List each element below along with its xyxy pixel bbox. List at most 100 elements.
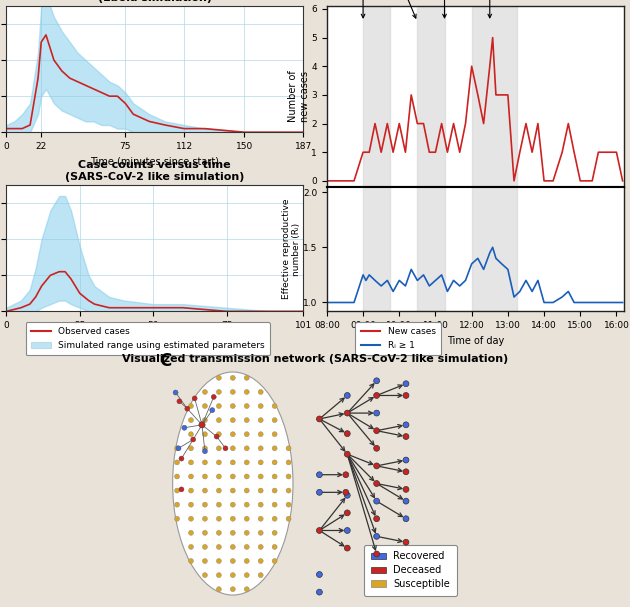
Circle shape [192, 396, 197, 401]
Circle shape [258, 418, 263, 422]
Circle shape [202, 474, 207, 479]
Circle shape [345, 410, 350, 416]
Circle shape [216, 460, 221, 465]
Circle shape [216, 474, 221, 479]
Circle shape [374, 378, 379, 384]
Circle shape [403, 433, 409, 439]
Circle shape [286, 460, 291, 465]
X-axis label: Time (minutes since start): Time (minutes since start) [90, 157, 219, 166]
Circle shape [244, 446, 249, 451]
Circle shape [231, 488, 236, 493]
Circle shape [403, 516, 409, 521]
Circle shape [231, 544, 236, 549]
Circle shape [216, 516, 221, 521]
Circle shape [202, 572, 207, 578]
Circle shape [374, 498, 379, 504]
Circle shape [258, 531, 263, 535]
Circle shape [244, 572, 249, 578]
Circle shape [244, 460, 249, 465]
Circle shape [202, 404, 207, 409]
Bar [472, 6, 517, 186]
Circle shape [244, 474, 249, 479]
Circle shape [286, 474, 291, 479]
Circle shape [231, 446, 236, 451]
Circle shape [216, 558, 221, 563]
Circle shape [343, 489, 349, 495]
Bar [417, 186, 445, 311]
Circle shape [272, 432, 277, 436]
Circle shape [173, 390, 178, 395]
Circle shape [231, 502, 236, 507]
Circle shape [188, 404, 193, 409]
Circle shape [286, 488, 291, 493]
Circle shape [374, 410, 379, 416]
Circle shape [188, 446, 193, 451]
Circle shape [244, 418, 249, 422]
Circle shape [202, 449, 207, 453]
Legend: Recovered, Deceased, Susceptible: Recovered, Deceased, Susceptible [364, 544, 457, 596]
Circle shape [272, 404, 277, 409]
Circle shape [179, 456, 184, 461]
Circle shape [216, 587, 221, 592]
Circle shape [286, 446, 291, 451]
Circle shape [286, 516, 291, 521]
Circle shape [214, 434, 219, 439]
Circle shape [191, 437, 196, 442]
Circle shape [258, 516, 263, 521]
Circle shape [403, 498, 409, 504]
Circle shape [272, 474, 277, 479]
Circle shape [258, 488, 263, 493]
Circle shape [244, 587, 249, 592]
Circle shape [374, 393, 379, 398]
Text: Presentation: Presentation [335, 0, 392, 18]
Circle shape [202, 460, 207, 465]
Circle shape [202, 531, 207, 535]
Circle shape [216, 572, 221, 578]
Y-axis label: Number of
new cases: Number of new cases [289, 70, 310, 122]
Circle shape [182, 426, 187, 430]
Circle shape [272, 531, 277, 535]
Circle shape [202, 418, 207, 422]
Circle shape [179, 487, 184, 492]
Circle shape [202, 502, 207, 507]
Circle shape [403, 381, 409, 387]
Circle shape [231, 558, 236, 563]
Circle shape [185, 406, 190, 411]
Circle shape [231, 404, 236, 409]
Circle shape [272, 544, 277, 549]
Circle shape [316, 416, 323, 422]
Circle shape [188, 558, 193, 563]
Circle shape [345, 431, 350, 436]
Circle shape [244, 432, 249, 436]
Circle shape [202, 432, 207, 436]
Circle shape [188, 531, 193, 535]
Circle shape [175, 516, 180, 521]
Circle shape [175, 460, 180, 465]
Circle shape [272, 516, 277, 521]
Bar [472, 186, 517, 311]
Circle shape [316, 472, 323, 478]
Circle shape [188, 502, 193, 507]
Circle shape [343, 472, 349, 478]
Ellipse shape [173, 372, 293, 595]
Circle shape [258, 432, 263, 436]
Circle shape [210, 408, 215, 413]
Circle shape [216, 404, 221, 409]
Circle shape [202, 390, 207, 395]
Circle shape [244, 516, 249, 521]
Circle shape [231, 375, 236, 381]
Circle shape [244, 404, 249, 409]
Bar [417, 6, 445, 186]
X-axis label: Time (minutes since start): Time (minutes since start) [90, 336, 219, 345]
Circle shape [216, 544, 221, 549]
Circle shape [345, 510, 350, 516]
Circle shape [188, 488, 193, 493]
Circle shape [188, 544, 193, 549]
Circle shape [188, 516, 193, 521]
Circle shape [188, 432, 193, 436]
Circle shape [216, 502, 221, 507]
Circle shape [272, 488, 277, 493]
Circle shape [231, 460, 236, 465]
Circle shape [316, 589, 323, 595]
Circle shape [258, 390, 263, 395]
